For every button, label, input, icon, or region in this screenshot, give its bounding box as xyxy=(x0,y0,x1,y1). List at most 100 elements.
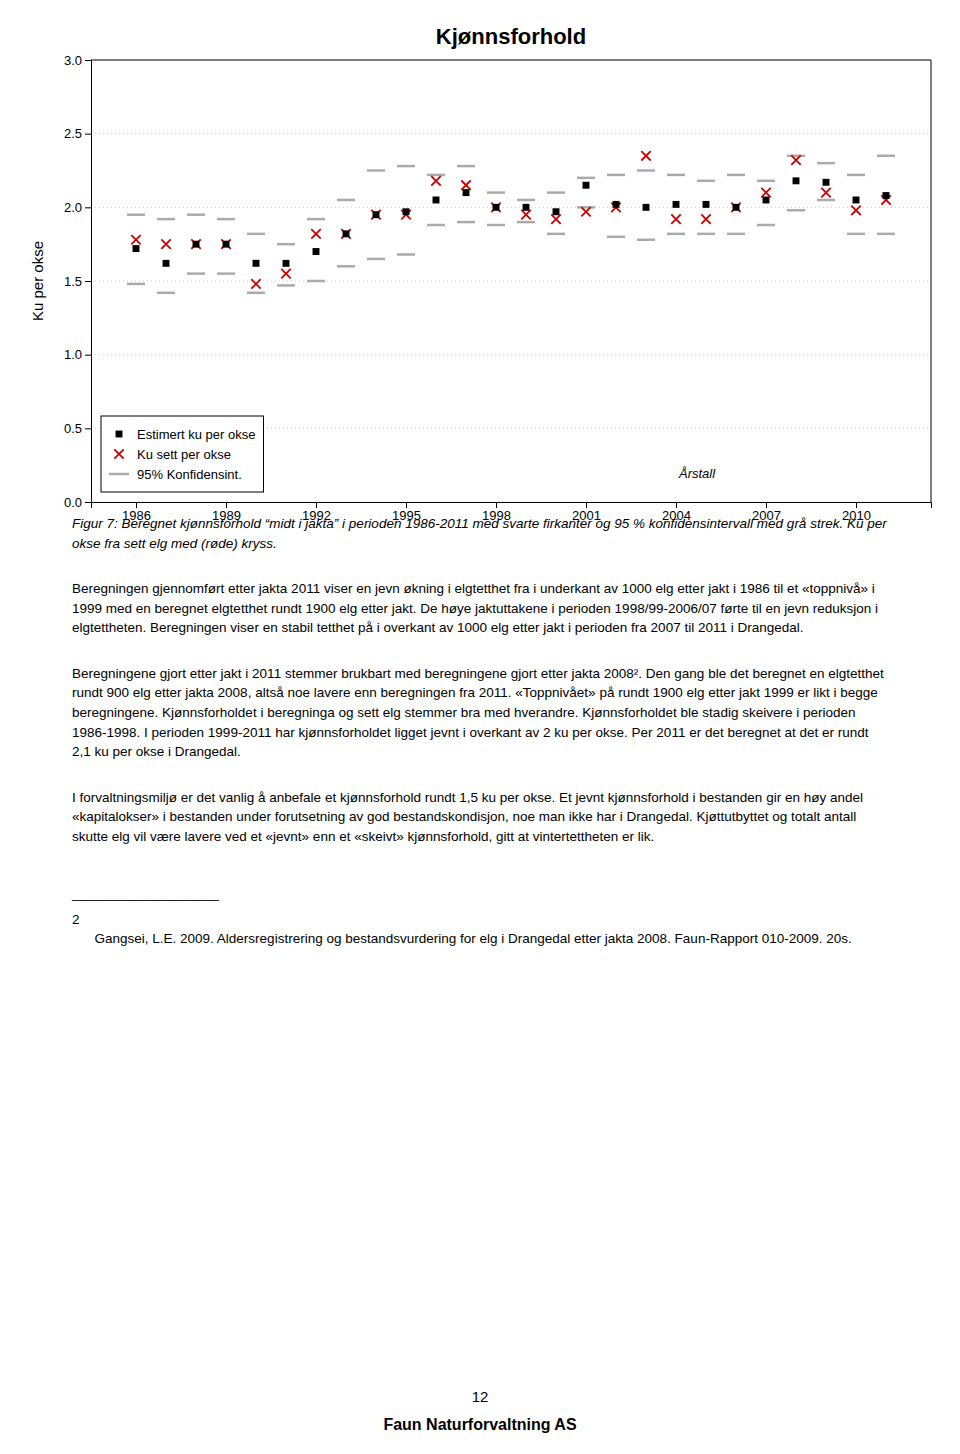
y-axis-label: Ku per okse xyxy=(29,241,46,321)
ci-lower xyxy=(187,272,205,275)
point xyxy=(371,210,380,219)
point xyxy=(251,279,260,288)
ci-upper xyxy=(637,169,655,172)
ci-upper xyxy=(337,199,355,202)
ci-lower xyxy=(367,258,385,261)
legend-item: 95% Konfidensint. xyxy=(109,467,242,482)
point xyxy=(883,192,890,199)
grid-line xyxy=(91,133,931,134)
chart-svg: 1986198919921995199820012004200720100.00… xyxy=(0,0,960,520)
point xyxy=(523,204,530,211)
x-tick-mark xyxy=(226,502,227,508)
ci-upper xyxy=(787,155,805,158)
x-axis-label: Årstall xyxy=(678,466,716,481)
point xyxy=(583,182,590,189)
ci-upper xyxy=(397,165,415,168)
ci-lower xyxy=(247,292,265,295)
footnote-number: 2 xyxy=(72,910,888,930)
ci-lower xyxy=(157,292,175,295)
ci-upper xyxy=(427,174,445,177)
ci-upper xyxy=(667,174,685,177)
point xyxy=(703,201,710,208)
y-tick: 3.0 xyxy=(64,53,91,68)
point xyxy=(341,229,350,238)
ci-lower xyxy=(787,209,805,212)
point xyxy=(163,260,170,267)
text-section: Figur 7: Beregnet kjønnsforhold “midt i … xyxy=(72,514,888,949)
x-tick-mark xyxy=(676,502,677,508)
y-tick-mark xyxy=(85,502,91,503)
grid-line xyxy=(91,354,931,355)
ci-upper xyxy=(487,191,505,194)
ci-lower xyxy=(487,224,505,227)
point xyxy=(253,260,260,267)
y-tick-label: 0.0 xyxy=(64,495,82,510)
y-tick-mark xyxy=(85,281,91,282)
legend-symbol xyxy=(114,449,123,458)
point xyxy=(433,197,440,204)
paragraph: I forvaltningsmiljø er det vanlig å anbe… xyxy=(72,788,888,847)
x-tick-mark xyxy=(856,502,857,508)
legend-label: Ku sett per okse xyxy=(137,447,231,462)
point xyxy=(403,208,410,215)
ci-lower xyxy=(817,199,835,202)
point xyxy=(193,241,200,248)
caption: Figur 7: Beregnet kjønnsforhold “midt i … xyxy=(72,514,888,553)
footnote-reference: Gangsei, L.E. 2009. Aldersregistrering o… xyxy=(72,929,888,949)
series-1 xyxy=(131,151,890,289)
point xyxy=(823,179,830,186)
point xyxy=(493,204,500,211)
point xyxy=(311,229,320,238)
point xyxy=(701,214,710,223)
y-tick-mark xyxy=(85,60,91,61)
ci-lower xyxy=(637,238,655,241)
point xyxy=(223,241,230,248)
ci-upper xyxy=(817,162,835,165)
ci-upper xyxy=(307,218,325,221)
point xyxy=(853,197,860,204)
y-tick-label: 0.5 xyxy=(64,421,82,436)
footnote-separator: ______________________ xyxy=(72,886,888,903)
y-tick: 0.5 xyxy=(64,421,91,436)
legend-frame xyxy=(101,416,264,492)
x-tick-mark xyxy=(406,502,407,508)
legend-symbol xyxy=(109,473,129,476)
ci-upper xyxy=(127,213,145,216)
point xyxy=(461,181,470,190)
x-tick-mark xyxy=(496,502,497,508)
point xyxy=(343,230,350,237)
ci-lower xyxy=(757,224,775,227)
ci-lower xyxy=(337,265,355,268)
point xyxy=(671,214,680,223)
point xyxy=(793,177,800,184)
ci-upper xyxy=(547,191,565,194)
x-tick-mark xyxy=(136,502,137,508)
chart: 1986198919921995199820012004200720100.00… xyxy=(0,0,960,524)
y-tick-label: 2.0 xyxy=(64,200,82,215)
legend-item: Ku sett per okse xyxy=(114,447,231,462)
point xyxy=(733,204,740,211)
point xyxy=(463,189,470,196)
ci-lower xyxy=(397,253,415,256)
ci-upper xyxy=(217,218,235,221)
point xyxy=(761,188,770,197)
ci-upper xyxy=(517,199,535,202)
point xyxy=(491,203,500,212)
point xyxy=(553,208,560,215)
paragraph: Beregningene gjort etter jakt i 2011 ste… xyxy=(72,664,888,762)
point xyxy=(283,260,290,267)
ci-lower xyxy=(127,283,145,286)
y-axis: 0.00.51.01.52.02.53.0 xyxy=(64,53,92,510)
title: Kjønnsforhold xyxy=(436,24,586,49)
y-tick: 2.5 xyxy=(64,126,91,141)
x-tick-mark xyxy=(766,502,767,508)
frame-top xyxy=(91,60,931,61)
grid-line xyxy=(91,207,931,208)
point xyxy=(191,239,200,248)
y-tick: 2.0 xyxy=(64,200,91,215)
y-tick-label: 3.0 xyxy=(64,53,82,68)
point xyxy=(551,214,560,223)
ci-lower xyxy=(307,280,325,283)
y-tick-mark xyxy=(85,355,91,356)
footer: Faun Naturforvaltning AS xyxy=(0,1416,960,1434)
